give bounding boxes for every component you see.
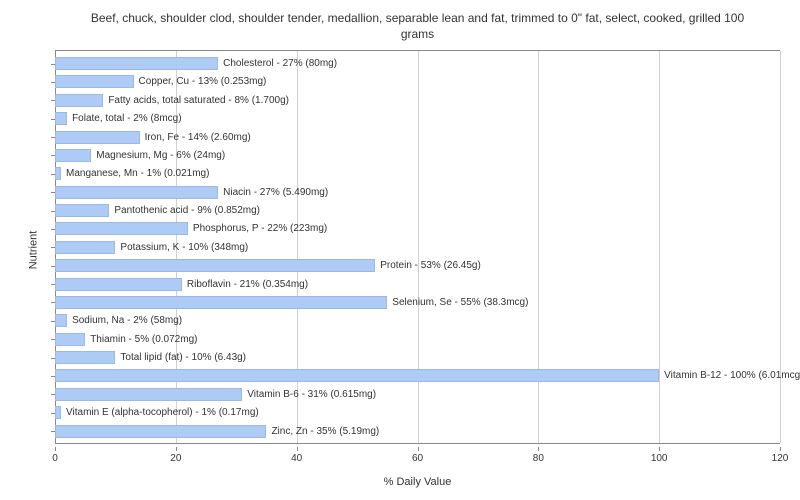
bar-label: Cholesterol - 27% (80mg) <box>223 58 337 69</box>
bar-row: Vitamin E (alpha-tocopherol) - 1% (0.17m… <box>55 406 780 419</box>
bar <box>55 112 67 125</box>
bar-row: Cholesterol - 27% (80mg) <box>55 57 780 70</box>
bar-row: Riboflavin - 21% (0.354mg) <box>55 278 780 291</box>
bar <box>55 314 67 327</box>
x-axis-label: % Daily Value <box>55 476 780 488</box>
bar-row: Magnesium, Mg - 6% (24mg) <box>55 149 780 162</box>
bar <box>55 94 103 107</box>
bar-label: Folate, total - 2% (8mcg) <box>72 113 181 124</box>
bar <box>55 278 182 291</box>
bar-label: Riboflavin - 21% (0.354mg) <box>187 279 308 290</box>
bar <box>55 241 115 254</box>
bar <box>55 351 115 364</box>
bar <box>55 149 91 162</box>
x-tick-mark <box>176 447 177 451</box>
x-tick-mark <box>659 447 660 451</box>
plot-area: Cholesterol - 27% (80mg) Copper, Cu - 13%… <box>55 50 780 444</box>
bar-label: Zinc, Zn - 35% (5.19mg) <box>271 426 379 437</box>
bar-row: Pantothenic acid - 9% (0.852mg) <box>55 204 780 217</box>
bar-row: Vitamin B-12 - 100% (6.01mcg) <box>55 369 780 382</box>
x-tick-label: 60 <box>412 453 423 464</box>
bar-label: Potassium, K - 10% (348mg) <box>120 242 248 253</box>
x-tick-mark <box>780 447 781 451</box>
x-tick-mark <box>55 447 56 451</box>
bar-label: Total lipid (fat) - 10% (6.43g) <box>120 352 246 363</box>
bar <box>55 57 218 70</box>
bar-row: Selenium, Se - 55% (38.3mcg) <box>55 296 780 309</box>
bar-row: Zinc, Zn - 35% (5.19mg) <box>55 425 780 438</box>
x-tick-label: 80 <box>533 453 544 464</box>
y-axis-label: Nutrient <box>27 231 39 270</box>
bar <box>55 333 85 346</box>
bar-label: Niacin - 27% (5.490mg) <box>223 187 328 198</box>
x-tick-label: 120 <box>772 453 789 464</box>
bar-row: Thiamin - 5% (0.072mg) <box>55 333 780 346</box>
bar <box>55 406 61 419</box>
bar-row: Protein - 53% (26.45g) <box>55 259 780 272</box>
bar-label: Vitamin B-6 - 31% (0.615mg) <box>247 389 376 400</box>
bar-row: Folate, total - 2% (8mcg) <box>55 112 780 125</box>
bar-label: Copper, Cu - 13% (0.253mg) <box>139 76 267 87</box>
bar-row: Manganese, Mn - 1% (0.021mg) <box>55 167 780 180</box>
bar <box>55 296 387 309</box>
chart-title: Beef, chuck, shoulder clod, shoulder ten… <box>55 10 780 42</box>
bar-label: Magnesium, Mg - 6% (24mg) <box>96 150 225 161</box>
bar-label: Selenium, Se - 55% (38.3mcg) <box>392 297 528 308</box>
x-tick-label: 100 <box>651 453 668 464</box>
bar-label: Manganese, Mn - 1% (0.021mg) <box>66 168 209 179</box>
bar <box>55 167 61 180</box>
bar-label: Phosphorus, P - 22% (223mg) <box>193 223 327 234</box>
bar-label: Fatty acids, total saturated - 8% (1.700… <box>108 95 289 106</box>
bar-label: Vitamin E (alpha-tocopherol) - 1% (0.17m… <box>66 407 259 418</box>
bar <box>55 222 188 235</box>
bar <box>55 131 140 144</box>
bar-row: Potassium, K - 10% (348mg) <box>55 241 780 254</box>
bar-row: Niacin - 27% (5.490mg) <box>55 186 780 199</box>
bar-row: Fatty acids, total saturated - 8% (1.700… <box>55 94 780 107</box>
x-tick-mark <box>538 447 539 451</box>
bar-label: Protein - 53% (26.45g) <box>380 260 481 271</box>
bar <box>55 425 266 438</box>
nutrient-chart: Beef, chuck, shoulder clod, shoulder ten… <box>0 0 800 500</box>
x-tick-label: 40 <box>291 453 302 464</box>
bar <box>55 75 134 88</box>
grid-line <box>780 51 781 443</box>
bar-label: Vitamin B-12 - 100% (6.01mcg) <box>664 370 800 381</box>
bar <box>55 186 218 199</box>
bars-wrapper: Cholesterol - 27% (80mg) Copper, Cu - 13%… <box>55 51 780 443</box>
bar-row: Phosphorus, P - 22% (223mg) <box>55 222 780 235</box>
bar <box>55 388 242 401</box>
bar-label: Sodium, Na - 2% (58mg) <box>72 315 182 326</box>
bar-row: Copper, Cu - 13% (0.253mg) <box>55 75 780 88</box>
bar <box>55 369 659 382</box>
bar-label: Iron, Fe - 14% (2.60mg) <box>145 132 251 143</box>
bar-row: Iron, Fe - 14% (2.60mg) <box>55 131 780 144</box>
x-tick-mark <box>418 447 419 451</box>
bar <box>55 204 109 217</box>
bar-label: Thiamin - 5% (0.072mg) <box>90 334 197 345</box>
bar <box>55 259 375 272</box>
bar-row: Total lipid (fat) - 10% (6.43g) <box>55 351 780 364</box>
x-tick-mark <box>297 447 298 451</box>
bar-row: Sodium, Na - 2% (58mg) <box>55 314 780 327</box>
x-axis-ticks: 020406080100120 <box>55 450 780 465</box>
x-tick-label: 0 <box>52 453 58 464</box>
bar-row: Vitamin B-6 - 31% (0.615mg) <box>55 388 780 401</box>
x-tick-label: 20 <box>170 453 181 464</box>
bar-label: Pantothenic acid - 9% (0.852mg) <box>114 205 260 216</box>
